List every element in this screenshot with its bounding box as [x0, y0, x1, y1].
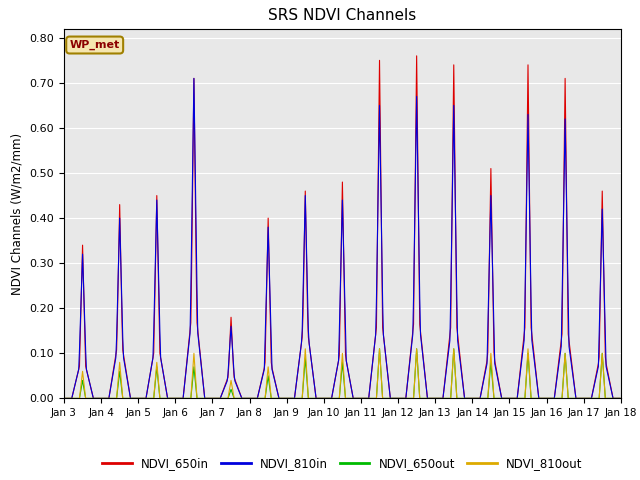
Legend: NDVI_650in, NDVI_810in, NDVI_650out, NDVI_810out: NDVI_650in, NDVI_810in, NDVI_650out, NDV…: [97, 452, 588, 475]
Line: NDVI_650in: NDVI_650in: [64, 56, 620, 398]
NDVI_810in: [410, 244, 418, 250]
NDVI_650in: [60, 396, 68, 401]
NDVI_650in: [410, 322, 417, 327]
NDVI_810out: [301, 346, 309, 352]
Line: NDVI_650out: NDVI_650out: [64, 349, 620, 398]
NDVI_650out: [616, 396, 624, 401]
Y-axis label: NDVI Channels (W/m2/mm): NDVI Channels (W/m2/mm): [11, 132, 24, 295]
NDVI_810out: [213, 396, 221, 401]
NDVI_810in: [184, 352, 191, 358]
NDVI_650out: [60, 396, 68, 401]
NDVI_810in: [60, 396, 68, 401]
NDVI_650in: [127, 396, 135, 401]
NDVI_810in: [616, 396, 624, 401]
NDVI_650in: [413, 53, 420, 59]
Line: NDVI_810out: NDVI_810out: [64, 349, 620, 398]
NDVI_810out: [60, 396, 68, 401]
NDVI_810out: [616, 396, 624, 401]
NDVI_650in: [184, 350, 191, 356]
NDVI_810in: [70, 386, 78, 392]
Title: SRS NDVI Channels: SRS NDVI Channels: [268, 9, 417, 24]
NDVI_650out: [184, 396, 191, 401]
NDVI_810in: [190, 75, 198, 81]
NDVI_810out: [127, 396, 135, 401]
NDVI_810in: [214, 396, 221, 401]
Text: WP_met: WP_met: [70, 40, 120, 50]
NDVI_810out: [70, 396, 78, 401]
NDVI_650in: [70, 386, 78, 392]
NDVI_650in: [213, 396, 221, 401]
NDVI_650out: [127, 396, 135, 401]
NDVI_810in: [127, 396, 135, 401]
NDVI_650in: [427, 396, 435, 401]
NDVI_650out: [70, 396, 78, 401]
NDVI_810out: [427, 396, 435, 401]
NDVI_650out: [376, 346, 383, 352]
NDVI_650in: [616, 396, 624, 401]
NDVI_650out: [410, 383, 418, 389]
Line: NDVI_810in: NDVI_810in: [64, 78, 620, 398]
NDVI_810in: [427, 396, 435, 401]
NDVI_650out: [427, 396, 435, 401]
NDVI_650out: [213, 396, 221, 401]
NDVI_810out: [184, 396, 191, 401]
NDVI_810out: [410, 383, 418, 389]
